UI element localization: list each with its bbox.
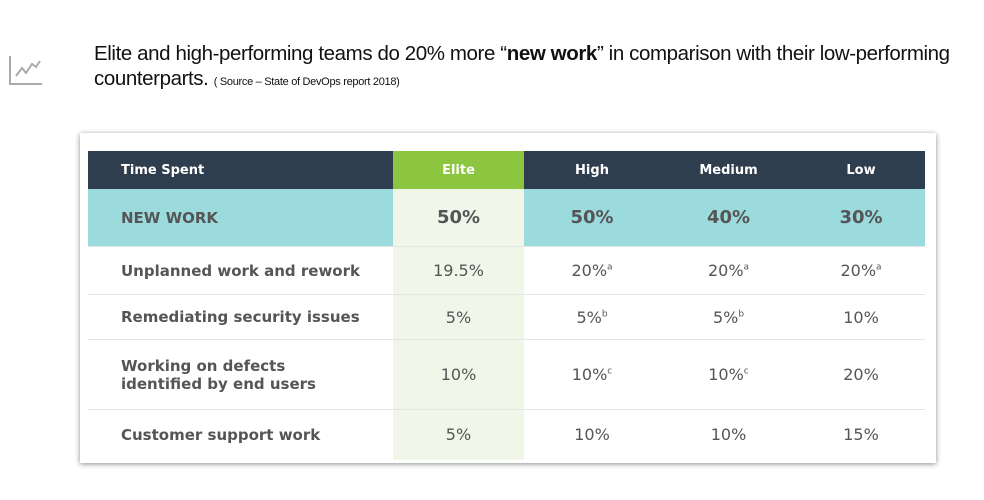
- table-cell: 30%: [797, 189, 925, 247]
- cell-value: 20%: [707, 261, 744, 280]
- header-low: Low: [797, 151, 925, 189]
- row-label: NEW WORK: [88, 189, 393, 247]
- row-label: Customer support work: [88, 409, 393, 460]
- headline-emphasis: new work: [506, 42, 598, 65]
- table-cell: 40%: [660, 189, 797, 247]
- table-cell: 10%: [660, 409, 797, 460]
- headline: Elite and high-performing teams do 20% m…: [94, 41, 954, 95]
- header-high: High: [524, 151, 660, 189]
- cell-value: 30%: [839, 207, 883, 228]
- header-time-spent: Time Spent: [88, 151, 393, 189]
- table-cell: 10%: [797, 294, 925, 340]
- cell-value: 50%: [570, 207, 614, 228]
- table-header-row: Time Spent Elite High Medium Low: [88, 151, 925, 189]
- cell-value: 5%: [576, 307, 602, 327]
- footnote-marker: a: [876, 262, 882, 273]
- row-label: Unplanned work and rework: [88, 246, 393, 295]
- footnote-marker: b: [601, 309, 608, 320]
- cell-value: 20%: [571, 261, 608, 280]
- cell-value: 40%: [706, 207, 751, 228]
- cell-value: 20%: [843, 365, 879, 384]
- row-label: Working on defects identified by end use…: [88, 339, 393, 410]
- table-row: Working on defects identified by end use…: [88, 339, 925, 410]
- cell-value: 10%: [574, 425, 610, 445]
- cell-value: 5%: [445, 425, 472, 445]
- cell-value: 5%: [445, 307, 472, 327]
- table-cell: 50%: [524, 189, 660, 247]
- trending-up-chart-icon: [9, 56, 42, 85]
- table-cell: 5%b: [660, 294, 797, 340]
- table-cell: 20%a: [524, 246, 660, 295]
- time-spent-table-card: Time Spent Elite High Medium Low NEW WOR…: [80, 133, 936, 463]
- table-cell: 50%: [393, 189, 524, 247]
- footnote-marker: a: [607, 262, 613, 273]
- footnote-marker: b: [738, 309, 745, 320]
- table-cell: 10%: [393, 339, 524, 410]
- cell-value: 10%: [708, 365, 744, 384]
- table-cell: 10%: [524, 409, 660, 460]
- table-cell: 20%a: [660, 246, 797, 295]
- table-cell: 5%b: [524, 294, 660, 340]
- table-row: Remediating security issues 5% 5%b 5%b 10%: [88, 294, 925, 340]
- cell-value: 5%: [712, 307, 739, 327]
- table-cell: 19.5%: [393, 246, 524, 295]
- table-cell: 20%a: [797, 246, 925, 295]
- headline-text-end: ” in comparison with their low-performin…: [94, 42, 950, 90]
- cell-value: 19.5%: [433, 261, 484, 280]
- header-medium: Medium: [660, 151, 797, 189]
- source-note: ( Source – State of DevOps report 2018): [213, 76, 400, 88]
- table-row: Customer support work 5% 10% 10% 15%: [88, 409, 925, 460]
- footnote-marker: c: [743, 366, 749, 377]
- cell-value: 50%: [436, 207, 481, 228]
- table-row: Unplanned work and rework 19.5% 20%a 20%a 20…: [88, 246, 925, 295]
- time-spent-table: Time Spent Elite High Medium Low NEW WOR…: [88, 151, 925, 460]
- new-work-row: NEW WORK 50% 50% 40% 30%: [88, 189, 925, 247]
- row-label: Remediating security issues: [88, 294, 393, 340]
- headline-text: Elite and high-performing teams do 20% m…: [94, 42, 507, 65]
- table-cell: 5%: [393, 294, 524, 340]
- table-cell: 5%: [393, 409, 524, 460]
- header-elite: Elite: [393, 151, 524, 189]
- table-cell: 20%: [797, 339, 925, 410]
- cell-value: 10%: [440, 365, 477, 384]
- cell-value: 10%: [843, 307, 879, 327]
- table-cell: 10%c: [660, 339, 797, 410]
- cell-value: 10%: [710, 425, 747, 445]
- cell-value: 20%: [840, 261, 877, 280]
- cell-value: 15%: [843, 425, 879, 445]
- table-cell: 10%c: [524, 339, 660, 410]
- cell-value: 10%: [571, 365, 608, 384]
- footnote-marker: c: [607, 366, 613, 377]
- table-cell: 15%: [797, 409, 925, 460]
- footnote-marker: a: [743, 262, 750, 273]
